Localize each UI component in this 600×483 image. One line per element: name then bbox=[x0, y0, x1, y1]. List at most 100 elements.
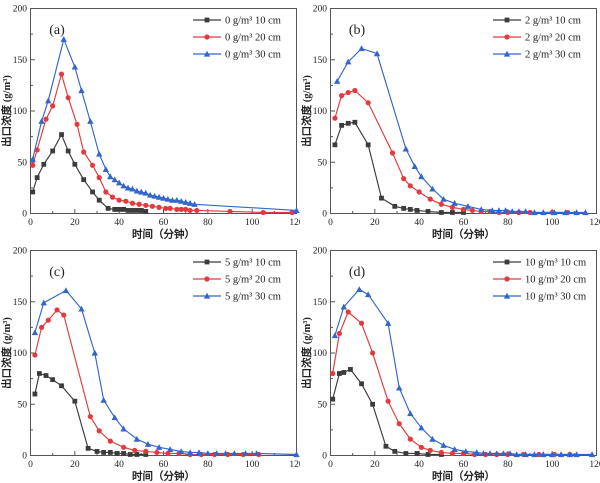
triangle-marker bbox=[242, 450, 249, 457]
triangle-marker bbox=[513, 451, 520, 458]
triangle-marker bbox=[169, 196, 176, 203]
triangle-marker bbox=[253, 450, 260, 457]
triangle-marker bbox=[102, 166, 110, 173]
triangle-marker bbox=[429, 435, 436, 442]
square-marker bbox=[341, 370, 347, 375]
chart-a-canvas: 0 20 40 60 80 100 120 0 50 100 150 200 时间（分钟） 出口浓度 (g… bbox=[0, 5, 300, 241]
triangle-marker bbox=[293, 207, 300, 214]
circle-marker bbox=[469, 207, 475, 214]
circle-marker bbox=[345, 309, 351, 315]
triangle-marker bbox=[120, 182, 127, 189]
triangle-marker bbox=[418, 424, 425, 431]
triangle-marker bbox=[407, 410, 414, 417]
triangle-marker bbox=[418, 173, 425, 180]
series-line bbox=[336, 47, 586, 214]
circle-marker bbox=[45, 317, 51, 323]
square-marker bbox=[32, 391, 38, 397]
x-tick-label: 0 bbox=[28, 218, 33, 228]
y-tick-label: 100 bbox=[13, 349, 28, 359]
square-marker bbox=[72, 161, 78, 167]
x-tick-label: 80 bbox=[503, 218, 513, 228]
chart-panel-d: 0 20 40 60 80 100 120 0 50 100 150 200 时间（分钟） 出口浓度 (g… bbox=[300, 242, 600, 483]
triangle-marker bbox=[124, 184, 132, 191]
circle-marker bbox=[50, 103, 56, 109]
legend-label: 5 g/m³ 20 cm bbox=[225, 275, 281, 286]
legend-entry: 2 g/m³ 30 cm bbox=[493, 50, 581, 61]
circle-marker bbox=[504, 34, 510, 40]
circle-marker bbox=[194, 207, 200, 214]
series-circle bbox=[330, 309, 573, 458]
chart-d-canvas: 0 20 40 60 80 100 120 0 50 100 150 200 时间（分钟） 出口浓度 (g… bbox=[300, 247, 600, 483]
y-tick-label: 0 bbox=[322, 210, 327, 220]
square-marker bbox=[112, 207, 118, 212]
triangle-marker bbox=[500, 450, 507, 457]
circle-marker bbox=[103, 189, 109, 195]
legend-label: 5 g/m³ 10 cm bbox=[225, 258, 281, 269]
circle-marker bbox=[396, 421, 402, 427]
circle-marker bbox=[332, 115, 338, 121]
triangle-marker bbox=[489, 207, 496, 214]
series-circle bbox=[332, 87, 571, 216]
square-marker bbox=[72, 398, 78, 404]
circle-marker bbox=[107, 438, 113, 444]
square-marker bbox=[138, 208, 144, 213]
series-triangle bbox=[29, 36, 300, 214]
triangle-marker bbox=[133, 187, 141, 194]
series-line bbox=[332, 311, 570, 456]
y-tick-label: 150 bbox=[313, 298, 328, 308]
circle-marker bbox=[504, 276, 510, 282]
circle-marker bbox=[30, 162, 36, 168]
square-marker bbox=[114, 451, 120, 456]
x-tick-label: 60 bbox=[459, 460, 469, 470]
circle-marker bbox=[385, 398, 391, 404]
triangle-marker bbox=[111, 414, 118, 421]
square-marker bbox=[50, 148, 56, 154]
circle-marker bbox=[438, 449, 444, 456]
square-marker bbox=[50, 377, 56, 383]
y-tick-label: 100 bbox=[313, 349, 328, 359]
square-marker bbox=[332, 142, 338, 148]
series-square bbox=[30, 132, 149, 214]
triangle-marker bbox=[160, 194, 167, 201]
triangle-marker bbox=[155, 444, 163, 450]
circle-marker bbox=[183, 206, 189, 212]
chart-c-canvas: 0 20 40 60 80 100 120 0 50 100 150 200 时间（分钟） 出口浓度 (g… bbox=[0, 247, 300, 483]
triangle-marker bbox=[203, 50, 211, 57]
circle-marker bbox=[389, 150, 396, 156]
square-marker bbox=[352, 119, 358, 125]
triangle-marker bbox=[144, 441, 152, 447]
square-marker bbox=[403, 451, 409, 456]
circle-marker bbox=[449, 204, 456, 210]
triangle-marker bbox=[45, 97, 52, 104]
square-marker bbox=[330, 396, 336, 402]
triangle-marker bbox=[548, 451, 556, 458]
triangle-marker bbox=[213, 450, 220, 457]
triangle-marker bbox=[451, 200, 458, 206]
triangle-marker bbox=[91, 349, 98, 356]
triangle-marker bbox=[166, 446, 174, 452]
triangle-marker bbox=[147, 191, 154, 198]
y-tick-label: 0 bbox=[322, 452, 327, 462]
y-tick-label: 50 bbox=[18, 400, 28, 410]
triangle-marker bbox=[107, 173, 114, 180]
triangle-marker bbox=[464, 203, 472, 209]
triangle-marker bbox=[203, 292, 211, 299]
triangle-marker bbox=[562, 209, 569, 216]
circle-marker bbox=[178, 206, 184, 212]
triangle-marker bbox=[191, 201, 198, 207]
triangle-marker bbox=[100, 396, 107, 403]
square-marker bbox=[65, 148, 71, 154]
triangle-marker bbox=[186, 449, 194, 456]
series-line bbox=[34, 289, 297, 456]
square-marker bbox=[59, 132, 64, 137]
x-tick-label: 40 bbox=[114, 460, 124, 470]
triangle-marker bbox=[60, 36, 67, 42]
triangle-marker bbox=[115, 179, 123, 186]
circle-marker bbox=[289, 209, 295, 216]
triangle-marker bbox=[429, 185, 436, 192]
series-square bbox=[330, 367, 444, 457]
square-marker bbox=[43, 373, 49, 378]
panel-label: (c) bbox=[49, 265, 65, 280]
triangle-marker bbox=[573, 209, 580, 216]
triangle-marker bbox=[451, 446, 458, 452]
